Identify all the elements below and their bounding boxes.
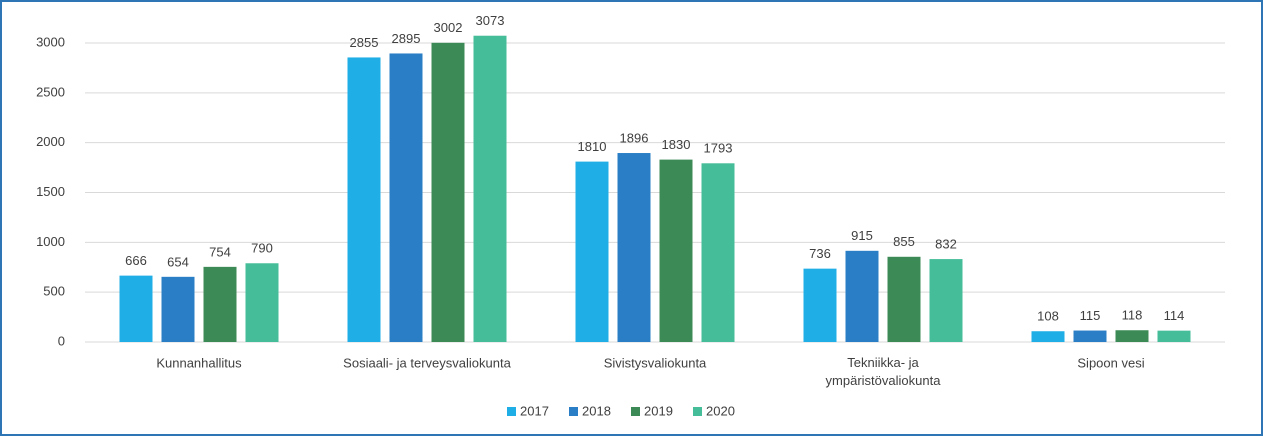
legend-label: 2020 bbox=[706, 403, 735, 418]
data-label: 115 bbox=[1080, 308, 1101, 323]
x-tick-label: Sipoon vesi bbox=[1077, 355, 1144, 370]
legend-swatch bbox=[569, 407, 578, 416]
bar bbox=[575, 161, 609, 342]
data-label: 832 bbox=[935, 237, 957, 252]
bar bbox=[701, 163, 735, 342]
data-label: 790 bbox=[251, 241, 273, 256]
bar bbox=[473, 35, 507, 342]
legend-swatch bbox=[693, 407, 702, 416]
bar bbox=[1031, 331, 1065, 342]
y-tick-label: 3000 bbox=[36, 34, 65, 49]
data-label: 1793 bbox=[704, 141, 733, 156]
bar bbox=[119, 275, 153, 342]
data-label: 2895 bbox=[392, 31, 421, 46]
bar bbox=[1157, 330, 1191, 342]
y-tick-label: 2500 bbox=[36, 84, 65, 99]
bar bbox=[431, 42, 465, 343]
y-tick-label: 0 bbox=[58, 333, 65, 348]
bar bbox=[929, 259, 963, 342]
data-label: 114 bbox=[1164, 308, 1185, 323]
data-label: 1810 bbox=[578, 139, 607, 154]
bar bbox=[203, 266, 237, 342]
bar bbox=[389, 53, 423, 343]
y-tick-label: 500 bbox=[43, 284, 65, 299]
x-tick-label: Sosiaali- ja terveysvaliokunta bbox=[343, 355, 511, 370]
x-tick-label: Kunnanhallitus bbox=[156, 355, 242, 370]
legend-label: 2019 bbox=[644, 403, 673, 418]
data-label: 3073 bbox=[476, 13, 505, 28]
legend-swatch bbox=[631, 407, 640, 416]
legend-swatch bbox=[507, 407, 516, 416]
data-label: 1830 bbox=[662, 137, 691, 152]
data-label: 3002 bbox=[434, 20, 463, 35]
legend-label: 2017 bbox=[520, 403, 549, 418]
data-label: 654 bbox=[167, 254, 189, 269]
y-tick-label: 2000 bbox=[36, 134, 65, 149]
data-label: 855 bbox=[893, 234, 915, 249]
bar bbox=[1115, 330, 1149, 342]
bar bbox=[161, 276, 195, 342]
x-tick-label: Tekniikka- ja ympäristövaliokunta bbox=[826, 355, 942, 388]
bar bbox=[803, 268, 837, 342]
data-label: 1896 bbox=[620, 130, 649, 145]
data-label: 118 bbox=[1122, 308, 1143, 323]
bar bbox=[617, 153, 651, 342]
legend-label: 2018 bbox=[582, 403, 611, 418]
bar bbox=[347, 57, 381, 343]
data-label: 2855 bbox=[350, 35, 379, 50]
bar bbox=[659, 159, 693, 342]
x-tick-label: Sivistysvaliokunta bbox=[604, 355, 707, 370]
bar bbox=[1073, 330, 1107, 342]
data-label: 915 bbox=[851, 228, 873, 243]
bar bbox=[845, 250, 879, 342]
data-label: 754 bbox=[209, 244, 231, 259]
data-label: 108 bbox=[1037, 309, 1059, 324]
bar bbox=[245, 263, 279, 342]
y-tick-label: 1000 bbox=[36, 234, 65, 249]
data-label: 736 bbox=[809, 246, 831, 261]
y-tick-label: 1500 bbox=[36, 184, 65, 199]
data-label: 666 bbox=[125, 253, 147, 268]
bar bbox=[887, 256, 921, 342]
